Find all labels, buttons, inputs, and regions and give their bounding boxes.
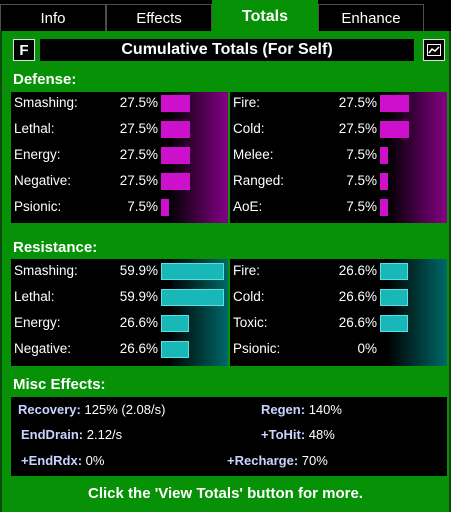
stat-label: Cold: (233, 289, 265, 304)
stat-value: 7.5% (346, 199, 377, 214)
stat-label: Fire: (233, 95, 260, 110)
tab-info[interactable]: Info (0, 4, 106, 31)
resistance-row: Lethal: 59.9% (11, 287, 228, 307)
stat-label: Ranged: (233, 173, 285, 188)
stat-value: 7.5% (346, 173, 377, 188)
tab-effects[interactable]: Effects (106, 4, 212, 31)
stat-label: Lethal: (14, 121, 55, 136)
stat-label: Psionic: (14, 199, 62, 214)
f-button[interactable]: F (13, 39, 35, 61)
tab-enhance[interactable]: Enhance (318, 4, 424, 31)
resistance-row: Toxic: 26.6% (230, 313, 447, 333)
stat-bar (161, 95, 190, 112)
stat-label: Negative: (14, 341, 72, 356)
stat-value: 27.5% (119, 95, 158, 110)
resistance-row: Smashing: 59.9% (11, 261, 228, 281)
misc-enddrain: EndDrain: 2.12/s (21, 427, 123, 442)
defense-row: Energy: 27.5% (11, 145, 228, 165)
resistance-left-column: Smashing: 59.9% Lethal: 59.9% Energy: 26.6% Ne… (11, 259, 228, 366)
defense-row: Fire: 27.5% (230, 93, 447, 113)
stat-value: 26.6% (338, 315, 377, 330)
defense-row: AoE: 7.5% (230, 197, 447, 217)
defense-row: Psionic: 7.5% (11, 197, 228, 217)
stat-label: Smashing: (14, 263, 78, 278)
defense-box: Smashing: 27.5% Lethal: 27.5% Energy: 27.5% Ne… (11, 92, 447, 223)
misc-tohit: +ToHit: 48% (261, 427, 335, 442)
stat-bar (161, 121, 190, 138)
stat-bar (380, 315, 408, 332)
stat-bar (380, 173, 388, 190)
graph-icon (427, 44, 441, 56)
misc-recharge: +Recharge: 70% (227, 453, 328, 468)
totals-panel: F Cumulative Totals (For Self) Defense: … (0, 31, 451, 512)
resistance-heading: Resistance: (13, 239, 98, 256)
stat-label: AoE: (233, 199, 263, 214)
stat-bar (380, 95, 409, 112)
stat-bar (380, 289, 408, 306)
stat-label: Energy: (14, 315, 61, 330)
stat-bar (380, 121, 409, 138)
stat-label: Psionic: (233, 341, 281, 356)
resistance-row: Cold: 26.6% (230, 287, 447, 307)
stat-bar (380, 263, 408, 280)
stat-value: 59.9% (119, 263, 158, 278)
stat-bar (161, 289, 224, 306)
stat-bar (161, 199, 169, 216)
stat-bar (161, 173, 190, 190)
defense-row: Cold: 27.5% (230, 119, 447, 139)
resistance-right-column: Fire: 26.6% Cold: 26.6% Toxic: 26.6% Psionic: 0… (230, 259, 447, 366)
stat-label: Negative: (14, 173, 72, 188)
defense-heading: Defense: (13, 71, 77, 88)
tab-totals[interactable]: Totals (212, 0, 318, 32)
resistance-row: Energy: 26.6% (11, 313, 228, 333)
defense-row: Lethal: 27.5% (11, 119, 228, 139)
view-totals-hint: Click the 'View Totals' button for more. (88, 485, 363, 502)
stat-label: Smashing: (14, 95, 78, 110)
defense-row: Melee: 7.5% (230, 145, 447, 165)
stat-bar (161, 147, 190, 164)
stat-value: 0% (357, 341, 377, 356)
misc-regen: Regen: 140% (261, 402, 342, 417)
stat-value: 27.5% (338, 121, 377, 136)
misc-heading: Misc Effects: (13, 376, 106, 393)
defense-right-column: Fire: 27.5% Cold: 27.5% Melee: 7.5% Ranged: 7.5… (230, 92, 447, 223)
stat-bar (161, 263, 224, 280)
defense-row: Negative: 27.5% (11, 171, 228, 191)
stat-label: Fire: (233, 263, 260, 278)
resistance-row: Psionic: 0% (230, 339, 447, 359)
resistance-row: Fire: 26.6% (230, 261, 447, 281)
stat-bar (161, 341, 189, 358)
stat-label: Lethal: (14, 289, 55, 304)
tab-bar: Info Effects Totals Enhance (0, 0, 451, 32)
stat-label: Cold: (233, 121, 265, 136)
stat-value: 59.9% (119, 289, 158, 304)
misc-effects-box: Recovery: 125% (2.08/s) Regen: 140% EndD… (11, 397, 447, 476)
stat-bar (380, 147, 388, 164)
stat-value: 27.5% (119, 173, 158, 188)
misc-recovery: Recovery: 125% (2.08/s) (18, 402, 166, 417)
stat-value: 26.6% (119, 315, 158, 330)
stat-label: Toxic: (233, 315, 268, 330)
resistance-row: Negative: 26.6% (11, 339, 228, 359)
defense-row: Ranged: 7.5% (230, 171, 447, 191)
stat-value: 26.6% (338, 263, 377, 278)
stat-label: Energy: (14, 147, 61, 162)
stat-value: 26.6% (338, 289, 377, 304)
resistance-box: Smashing: 59.9% Lethal: 59.9% Energy: 26.6% Ne… (11, 259, 447, 366)
misc-endrdx: +EndRdx: 0% (21, 453, 105, 468)
panel-title: Cumulative Totals (For Self) (40, 39, 414, 61)
stat-bar (161, 315, 189, 332)
stat-value: 27.5% (338, 95, 377, 110)
stat-value: 7.5% (346, 147, 377, 162)
stat-bar (380, 199, 388, 216)
stat-label: Melee: (233, 147, 274, 162)
defense-left-column: Smashing: 27.5% Lethal: 27.5% Energy: 27.5% Ne… (11, 92, 228, 223)
stat-value: 27.5% (119, 121, 158, 136)
stat-value: 26.6% (119, 341, 158, 356)
stat-value: 27.5% (119, 147, 158, 162)
defense-row: Smashing: 27.5% (11, 93, 228, 113)
stat-value: 7.5% (127, 199, 158, 214)
graph-button[interactable] (423, 39, 445, 61)
